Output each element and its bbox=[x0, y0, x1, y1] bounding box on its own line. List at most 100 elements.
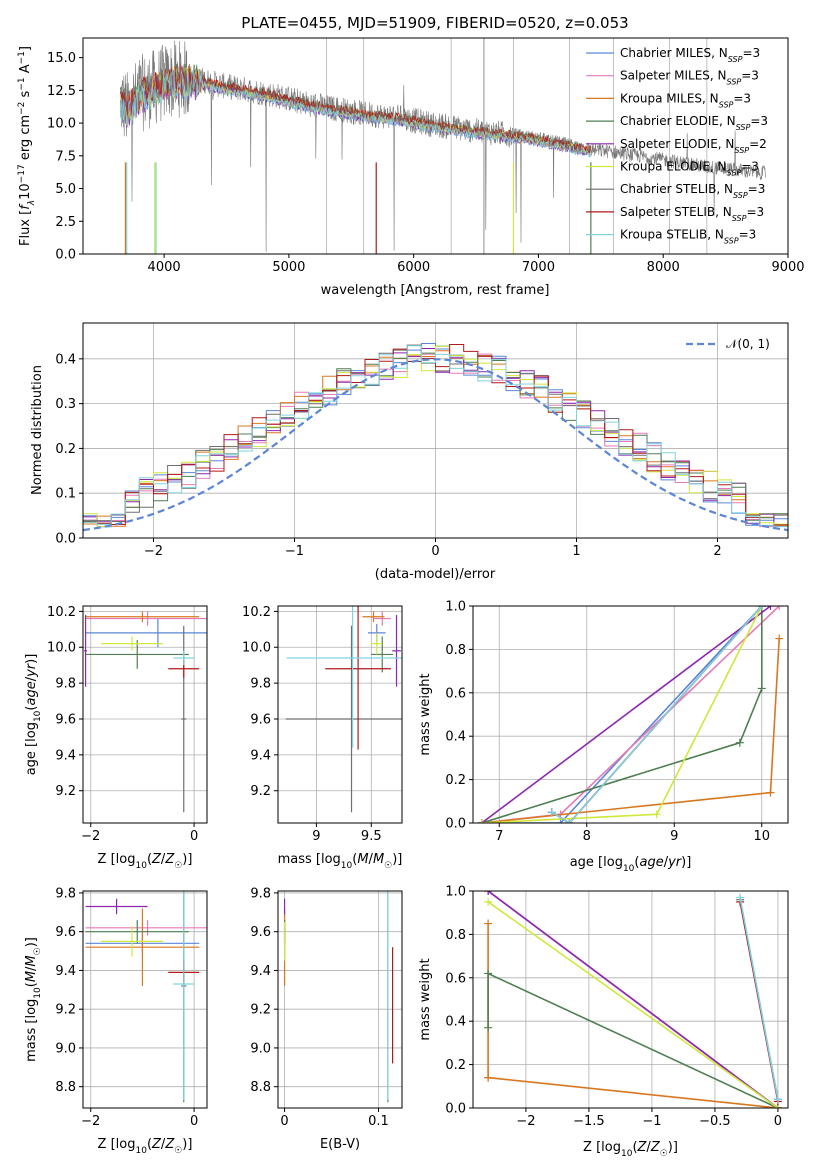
mass-weight-line-3 bbox=[481, 606, 763, 823]
y-tick-label: 9.0 bbox=[250, 1041, 271, 1056]
x-tick-label: 9 bbox=[670, 829, 678, 844]
y-tick-label: 9.2 bbox=[55, 784, 76, 799]
chart-spectrum: 4000 5000 6000 7000 8000 9000 0.0 2.5 5.0 7.5 10.0… bbox=[17, 37, 805, 298]
x-tick-label: −2 bbox=[81, 1114, 100, 1129]
x-tick-label: 0 bbox=[190, 1114, 198, 1129]
y-tick-label: 0.4 bbox=[445, 1015, 466, 1030]
axes-frame bbox=[82, 605, 208, 824]
y-axis-label: mass [log10(M/M☉)] bbox=[24, 937, 43, 1062]
legend-entry: Chabrier MILES, NSSP=3 bbox=[620, 46, 760, 64]
plot-area bbox=[120, 38, 766, 254]
legend-entry: Chabrier ELODIE, NSSP=3 bbox=[620, 114, 768, 132]
x-tick-label: 0 bbox=[190, 829, 198, 844]
y-tick-label: 0.0 bbox=[445, 1102, 466, 1117]
y-tick-label: 0.8 bbox=[445, 643, 466, 658]
y-tick-label: 12.5 bbox=[47, 84, 76, 99]
y-tick-label: 10.0 bbox=[242, 641, 271, 656]
marker-8 bbox=[736, 893, 745, 902]
x-tick-label: 8000 bbox=[647, 260, 680, 275]
legend-entry: Salpeter STELIB, NSSP=3 bbox=[620, 205, 764, 223]
y-tick-label: 8.8 bbox=[250, 1080, 271, 1095]
chart-mass-age: 9 9.5 9.2 9.4 9.6 9.8 10.0 10.2 mass [log10(M/M☉… bbox=[242, 605, 403, 871]
y-axis-label: Flux [fλ10−17 erg cm−2 s−1 A−1] bbox=[17, 46, 37, 246]
marker-8 bbox=[773, 1095, 782, 1104]
y-tick-label: 5.0 bbox=[55, 182, 76, 197]
chart-ebv-mass: 0 0.1 8.8 9.0 9.2 9.4 9.6 9.8 E(B-V) bbox=[250, 886, 403, 1152]
y-tick-label: 0.2 bbox=[445, 1058, 466, 1073]
legend-entry: Kroupa MILES, NSSP=3 bbox=[620, 91, 751, 109]
y-tick-label: 9.8 bbox=[55, 677, 76, 692]
y-tick-label: 0.6 bbox=[445, 686, 466, 701]
y-tick-label: 9.6 bbox=[250, 712, 271, 727]
mass-weight-line-3 bbox=[487, 972, 779, 1108]
plot-area bbox=[484, 891, 782, 1108]
y-tick-label: 0.0 bbox=[445, 817, 466, 832]
chart-z-age: −2 0 9.2 9.4 9.6 9.8 10.0 10.2 Z [log10(Z/Z☉)] ag… bbox=[24, 605, 208, 871]
y-tick-label: 9.8 bbox=[250, 886, 271, 901]
x-tick-label: 0 bbox=[431, 544, 439, 559]
x-tick-label: 8 bbox=[583, 829, 591, 844]
y-axis-label: mass weight bbox=[418, 673, 433, 755]
x-tick-label: −2 bbox=[144, 544, 163, 559]
y-tick-label: 9.2 bbox=[55, 1003, 76, 1018]
x-tick-label: −0.5 bbox=[699, 1114, 731, 1129]
y-tick-label: 9.4 bbox=[55, 748, 76, 763]
mass-weight-line-7 bbox=[551, 606, 763, 823]
y-axis-label: Normed distribution bbox=[30, 365, 45, 495]
y-tick-label: 0.2 bbox=[55, 442, 76, 457]
mass-weight-line-2 bbox=[487, 923, 778, 1108]
y-tick-label: 0.4 bbox=[55, 352, 76, 367]
x-axis-label: Z [log10(Z/Z☉)] bbox=[98, 1137, 193, 1156]
plot-area bbox=[283, 891, 394, 1103]
y-tick-label: 9.4 bbox=[250, 748, 271, 763]
marker-2 bbox=[484, 1073, 493, 1082]
x-tick-label: 1 bbox=[572, 544, 580, 559]
marker-5 bbox=[477, 819, 486, 823]
x-tick-label: 0.1 bbox=[368, 1114, 389, 1129]
x-tick-label: 0 bbox=[774, 1114, 782, 1129]
axes-frame bbox=[82, 322, 789, 539]
marker-5 bbox=[652, 810, 661, 819]
mass-weight-line-8 bbox=[551, 606, 763, 823]
x-axis-label: Z [log10(Z/Z☉)] bbox=[583, 1140, 678, 1159]
marker-1 bbox=[775, 606, 784, 610]
mass-weight-line-4 bbox=[481, 606, 771, 823]
marker-8 bbox=[565, 819, 574, 823]
figure-title: PLATE=0455, MJD=51909, FIBERID=0520, z=0… bbox=[241, 14, 628, 32]
y-tick-label: 9.4 bbox=[250, 964, 271, 979]
legend-entry: Kroupa ELODIE, NSSP=3 bbox=[620, 160, 759, 178]
x-tick-label: 4000 bbox=[148, 260, 181, 275]
x-tick-label: −2 bbox=[516, 1114, 535, 1129]
marker-2 bbox=[766, 788, 775, 797]
marker-4 bbox=[766, 606, 775, 610]
legend-entry: Chabrier STELIB, NSSP=3 bbox=[620, 182, 765, 200]
gaussian-reference-line bbox=[83, 358, 788, 532]
y-tick-label: 0.0 bbox=[55, 532, 76, 547]
y-tick-label: 9.2 bbox=[250, 784, 271, 799]
x-axis-label: wavelength [Angstrom, rest frame] bbox=[321, 283, 550, 298]
x-axis-label: E(B-V) bbox=[320, 1137, 360, 1152]
x-tick-label: −1 bbox=[642, 1114, 661, 1129]
axes-frame bbox=[82, 890, 208, 1109]
x-axis-label: mass [log10(M/M☉)] bbox=[278, 852, 403, 871]
y-axis-label: mass weight bbox=[418, 958, 433, 1040]
marker-3 bbox=[735, 738, 744, 747]
axes-frame bbox=[277, 605, 403, 824]
marker-5 bbox=[484, 897, 493, 906]
legend-entry: 𝒩(0, 1) bbox=[726, 337, 770, 351]
mass-weight-line-4 bbox=[487, 891, 779, 1108]
y-tick-label: 0.6 bbox=[445, 971, 466, 986]
legend-entry: Kroupa STELIB, NSSP=3 bbox=[620, 228, 756, 246]
x-tick-label: 9000 bbox=[771, 260, 804, 275]
x-tick-label: 0 bbox=[280, 1114, 288, 1129]
x-tick-label: 7000 bbox=[522, 260, 555, 275]
y-tick-label: 9.6 bbox=[250, 925, 271, 940]
chart-residuals: −2 −1 0 1 2 0.0 0.1 0.2 0.3 0.4 𝒩(0, 1) (data-model… bbox=[30, 322, 789, 582]
x-tick-label: 2 bbox=[713, 544, 721, 559]
y-tick-label: 1.0 bbox=[445, 885, 466, 900]
marker-4 bbox=[484, 891, 493, 895]
x-tick-label: −2 bbox=[81, 829, 100, 844]
y-tick-label: 0.2 bbox=[445, 773, 466, 788]
axes-frame bbox=[472, 890, 789, 1109]
